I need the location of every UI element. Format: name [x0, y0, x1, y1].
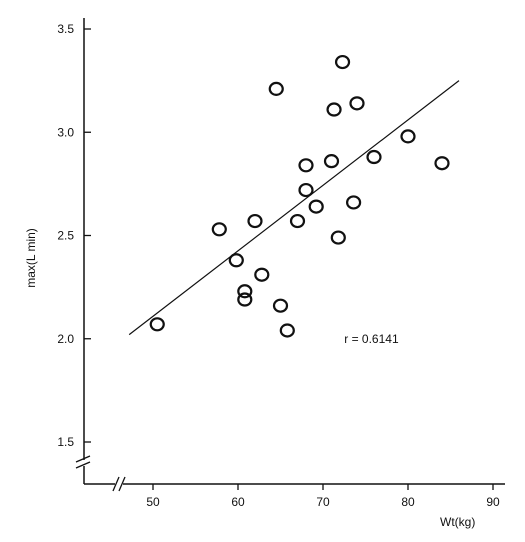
data-point: [279, 323, 295, 338]
x-axis-label: Wt(kg): [440, 515, 475, 529]
x-axis-break-mark: [112, 476, 126, 492]
data-point: [334, 54, 351, 70]
data-point: [323, 154, 340, 169]
x-tick-label: 90: [486, 495, 500, 509]
data-point: [326, 102, 342, 117]
x-ticks: 50 60 70 80 90: [146, 484, 500, 509]
data-point: [298, 158, 314, 173]
correlation-annotation: r = 0.6141: [344, 332, 399, 346]
data-point: [346, 195, 362, 210]
data-point: [330, 230, 346, 245]
x-tick-label: 50: [146, 495, 160, 509]
data-points: [149, 54, 450, 338]
data-point: [247, 213, 263, 229]
x-tick-label: 80: [401, 495, 415, 509]
data-point: [268, 81, 284, 96]
axes: [75, 18, 505, 492]
data-point: [254, 267, 270, 282]
data-point: [366, 149, 382, 165]
y-tick-label: 2.5: [57, 229, 74, 243]
y-axis-break-mark: [75, 455, 91, 469]
data-point: [272, 298, 289, 313]
y-axis-label: max(L min): [24, 228, 38, 288]
y-ticks: 1.5 2.0 2.5 3.0 3.5: [57, 22, 91, 449]
regression-line: [128, 80, 460, 336]
x-tick-label: 60: [231, 495, 245, 509]
y-tick-label: 1.5: [57, 435, 74, 449]
data-point: [211, 222, 227, 237]
data-point: [237, 292, 253, 307]
data-point: [228, 253, 244, 268]
data-point: [298, 182, 314, 198]
data-point: [434, 156, 450, 171]
y-tick-label: 2.0: [57, 332, 74, 346]
x-tick-label: 70: [316, 495, 330, 509]
data-point: [308, 199, 324, 214]
y-tick-label: 3.0: [57, 125, 74, 139]
data-point: [349, 96, 365, 111]
data-point: [149, 317, 165, 332]
data-point: [289, 213, 306, 229]
data-point: [237, 284, 253, 299]
data-point: [400, 129, 416, 144]
y-tick-label: 3.5: [57, 22, 74, 36]
